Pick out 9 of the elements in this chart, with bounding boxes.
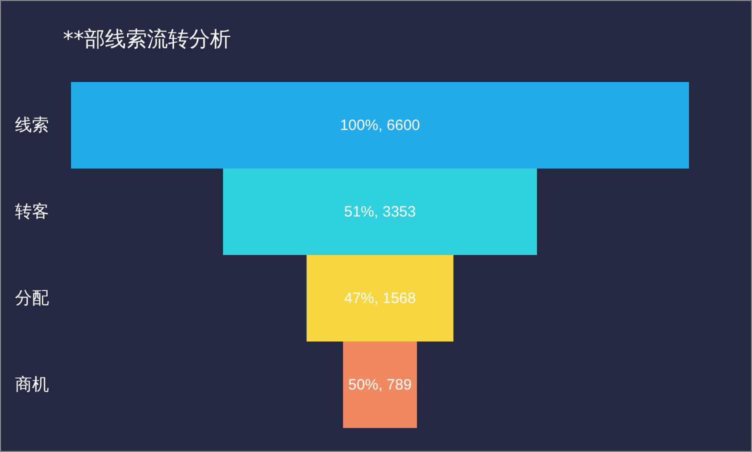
data-label: 51%, 3353 — [344, 203, 416, 220]
category-label: 分配 — [15, 288, 49, 308]
text: **部线索流转分析 — [63, 26, 231, 53]
data-label: 100%, 6600 — [340, 116, 420, 134]
data-label: 50%, 789 — [348, 376, 412, 394]
category-label: 商机 — [15, 374, 49, 395]
category-label: 转客 — [15, 202, 49, 222]
data-label: 47%, 1568 — [344, 290, 416, 307]
category-label: 线索 — [15, 115, 49, 136]
